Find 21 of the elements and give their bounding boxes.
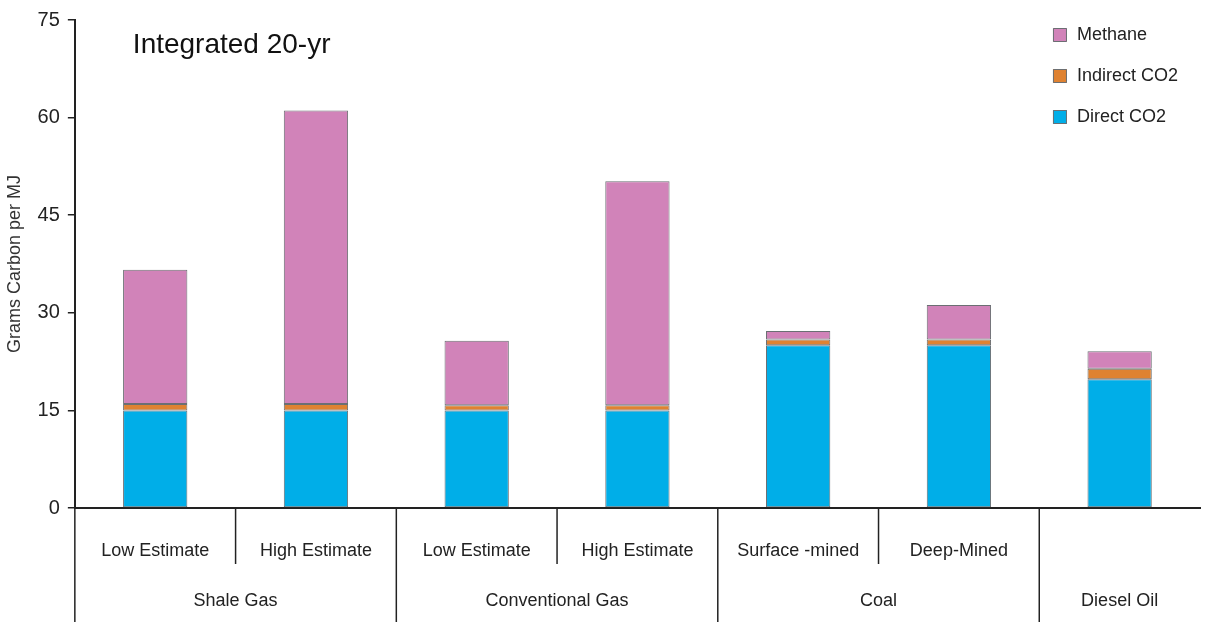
x-tick-label: Low Estimate <box>101 539 210 560</box>
y-tick-label: 15 <box>37 397 60 420</box>
legend-label: Methane <box>1076 23 1148 44</box>
y-tick-label: 0 <box>48 495 60 518</box>
x-tick-label: Surface -mined <box>737 539 860 560</box>
text: Coal <box>860 589 898 610</box>
y-tick-label: 60 <box>37 105 60 128</box>
legend-label: Direct CO2 <box>1076 105 1166 126</box>
y-tick-label: 30 <box>37 300 60 323</box>
y-axis-title: Grams Carbon per MJ <box>3 174 24 354</box>
legend-label: Indirect CO2 <box>1076 64 1179 85</box>
text: Diesel Oil <box>1081 589 1159 610</box>
text: Conventional Gas <box>485 589 629 610</box>
y-tick-label: 45 <box>37 202 60 225</box>
x-tick-label: High Estimate <box>581 539 694 560</box>
x-tick-label: High Estimate <box>259 539 372 560</box>
x-tick-label: Deep-Mined <box>909 539 1008 560</box>
x-tick-label: Low Estimate <box>422 539 531 560</box>
text: Shale Gas <box>193 589 278 610</box>
chart-title: Integrated 20-yr <box>132 27 331 59</box>
y-tick-label: 75 <box>37 7 60 30</box>
